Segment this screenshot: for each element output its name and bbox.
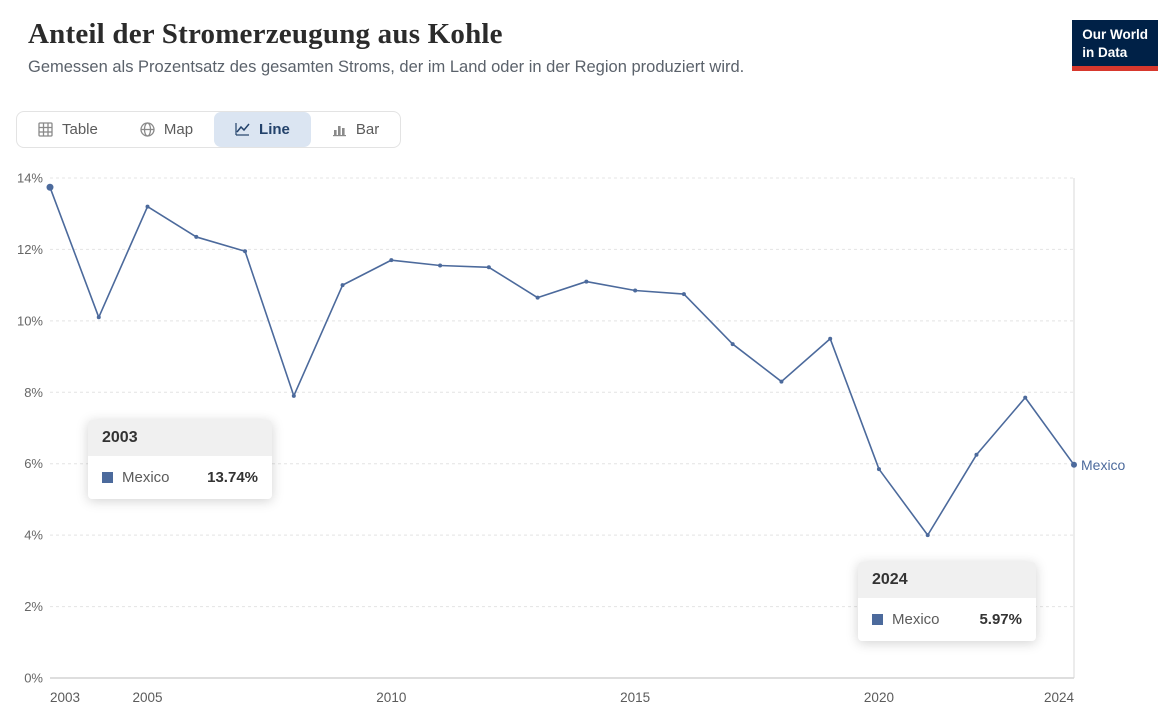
tooltip-year: 2024 xyxy=(858,562,1036,598)
tab-line[interactable]: Line xyxy=(214,112,311,147)
tooltip-2024: 2024 Mexico 5.97% xyxy=(858,562,1036,641)
chart-type-tabs: Table Map Line xyxy=(16,111,402,148)
owid-logo-line2: in Data xyxy=(1082,44,1128,60)
svg-text:2005: 2005 xyxy=(133,690,163,705)
owid-logo[interactable]: Our World in Data xyxy=(1072,20,1158,72)
series-swatch xyxy=(102,472,113,483)
svg-text:Mexico: Mexico xyxy=(1081,457,1126,473)
tab-bar-label: Bar xyxy=(355,121,380,138)
svg-text:8%: 8% xyxy=(24,385,43,400)
tab-map[interactable]: Map xyxy=(119,112,214,147)
svg-text:2010: 2010 xyxy=(376,690,406,705)
tab-line-label: Line xyxy=(259,121,290,138)
tooltip-series-row: Mexico 13.74% xyxy=(88,456,272,499)
series-value: 5.97% xyxy=(979,611,1022,628)
tab-map-label: Map xyxy=(163,121,194,138)
chart-header: Anteil der Stromerzeugung aus Kohle Geme… xyxy=(28,18,1062,77)
svg-text:4%: 4% xyxy=(24,528,43,543)
table-icon xyxy=(38,122,53,137)
series-swatch xyxy=(872,614,883,625)
svg-text:6%: 6% xyxy=(24,456,43,471)
page-title: Anteil der Stromerzeugung aus Kohle xyxy=(28,18,503,50)
svg-text:2003: 2003 xyxy=(50,690,80,705)
tooltip-year: 2003 xyxy=(88,420,272,456)
svg-text:2%: 2% xyxy=(24,599,43,614)
series-name: Mexico xyxy=(892,611,940,628)
bar-chart-icon xyxy=(332,122,347,137)
tab-table[interactable]: Table xyxy=(17,112,119,147)
tooltip-series-row: Mexico 5.97% xyxy=(858,598,1036,641)
svg-text:2024: 2024 xyxy=(1044,690,1075,705)
svg-text:0%: 0% xyxy=(24,671,43,686)
page-subtitle: Gemessen als Prozentsatz des gesamten St… xyxy=(28,58,745,76)
svg-text:2015: 2015 xyxy=(620,690,650,705)
series-name: Mexico xyxy=(122,469,170,486)
owid-logo-line1: Our World xyxy=(1082,27,1148,42)
tab-table-label: Table xyxy=(62,121,98,138)
tab-bar[interactable]: Bar xyxy=(311,112,400,147)
svg-text:14%: 14% xyxy=(17,171,43,186)
globe-icon xyxy=(140,122,155,137)
svg-text:12%: 12% xyxy=(17,242,43,257)
series-value: 13.74% xyxy=(207,469,258,486)
svg-text:10%: 10% xyxy=(17,313,43,328)
tooltip-2003: 2003 Mexico 13.74% xyxy=(88,420,272,499)
svg-text:2020: 2020 xyxy=(864,690,894,705)
line-chart-icon xyxy=(235,122,250,137)
